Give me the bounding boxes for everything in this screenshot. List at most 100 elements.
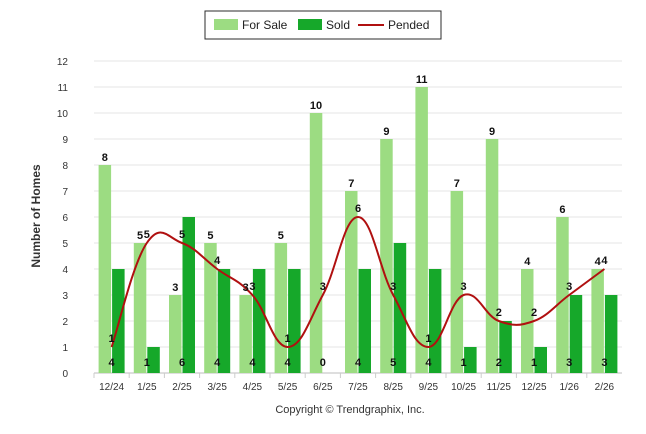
bar-for-sale xyxy=(556,217,569,373)
data-label-pended: 3 xyxy=(566,281,572,293)
data-label-for-sale: 5 xyxy=(278,230,284,242)
data-label-for-sale: 7 xyxy=(348,178,354,190)
data-label-pended: 5 xyxy=(179,229,185,241)
x-tick-label: 5/25 xyxy=(278,382,298,393)
y-tick-label: 7 xyxy=(62,187,68,198)
data-label-pended: 1 xyxy=(285,333,291,345)
data-label-pended: 5 xyxy=(144,229,150,241)
data-label-pended: 4 xyxy=(214,255,221,267)
data-label-pended: 3 xyxy=(320,281,326,293)
x-tick-label: 10/25 xyxy=(451,382,476,393)
bar-for-sale xyxy=(133,243,147,373)
y-tick-label: 4 xyxy=(62,265,68,276)
data-label-for-sale: 6 xyxy=(559,204,565,216)
legend-swatch-for-sale xyxy=(214,19,238,30)
x-tick-label: 6/25 xyxy=(313,382,333,393)
x-tick-label: 3/25 xyxy=(207,382,227,393)
data-label-for-sale: 9 xyxy=(383,126,389,138)
data-label-sold: 0 xyxy=(320,357,326,369)
data-label-for-sale: 9 xyxy=(489,126,495,138)
data-label-sold: 6 xyxy=(179,357,185,369)
bar-for-sale xyxy=(415,87,428,373)
data-label-sold: 2 xyxy=(496,357,502,369)
data-label-for-sale: 3 xyxy=(243,282,249,294)
x-axis: 12/24 1/25 2/25 3/25 4/25 5/25 6/25 7/25 8/25 9/2… xyxy=(93,373,615,393)
data-label-for-sale: 5 xyxy=(207,230,213,242)
bar-sold xyxy=(569,295,583,373)
legend-label-for-sale[interactable]: For Sale xyxy=(242,18,288,32)
y-tick-label: 9 xyxy=(62,135,68,146)
data-label-pended: 4 xyxy=(601,255,608,267)
x-tick-label: 7/25 xyxy=(348,382,368,393)
y-tick-label: 11 xyxy=(58,83,69,94)
x-tick-label: 4/25 xyxy=(243,382,263,393)
x-tick-label: 9/25 xyxy=(419,382,439,393)
bar-sold xyxy=(499,321,512,373)
data-label-sold: 3 xyxy=(566,357,572,369)
legend-box xyxy=(204,10,442,40)
y-tick-label: 10 xyxy=(57,109,69,120)
data-label-sold: 4 xyxy=(109,357,116,369)
data-label-for-sale: 11 xyxy=(416,74,428,86)
data-label-sold: 1 xyxy=(461,357,467,369)
bar-for-sale xyxy=(450,191,464,373)
bar-for-sale xyxy=(309,113,323,373)
legend-swatch-sold xyxy=(298,19,322,30)
data-label-for-sale: 4 xyxy=(595,256,602,268)
data-label-sold: 4 xyxy=(285,357,292,369)
data-label-pended: 3 xyxy=(461,281,467,293)
y-axis-title: Number of Homes xyxy=(29,164,43,268)
y-tick-label: 1 xyxy=(62,343,68,354)
bar-sold xyxy=(182,217,195,373)
y-tick-label: 6 xyxy=(62,213,68,224)
y-tick-label: 12 xyxy=(57,57,69,68)
bar-for-sale xyxy=(485,139,499,373)
data-label-sold: 4 xyxy=(355,357,362,369)
bars xyxy=(98,87,618,373)
bar-for-sale xyxy=(521,269,534,373)
data-label-for-sale: 4 xyxy=(524,256,531,268)
bar-sold xyxy=(604,295,618,373)
data-label-sold: 5 xyxy=(390,357,396,369)
bar-for-sale xyxy=(345,191,358,373)
bar-sold xyxy=(252,269,266,373)
bar-sold xyxy=(217,269,231,373)
data-label-for-sale: 5 xyxy=(137,230,143,242)
pended-series-line xyxy=(110,215,605,349)
x-tick-label: 12/24 xyxy=(99,382,124,393)
data-label-pended: 1 xyxy=(109,333,115,345)
x-tick-label: 1/26 xyxy=(559,382,579,393)
bar-sold xyxy=(358,269,371,373)
x-tick-label: 11/25 xyxy=(487,382,512,393)
bar-for-sale xyxy=(380,139,393,373)
bar-for-sale xyxy=(204,243,217,373)
data-label-pended: 3 xyxy=(249,281,255,293)
x-tick-label: 2/25 xyxy=(172,382,192,393)
data-label-for-sale: 8 xyxy=(102,152,108,164)
data-label-pended: 6 xyxy=(355,203,361,215)
data-label-pended: 2 xyxy=(496,307,502,319)
data-label-sold: 1 xyxy=(144,357,150,369)
x-tick-label: 12/25 xyxy=(521,382,546,393)
x-tick-label: 1/25 xyxy=(137,382,157,393)
bar-for-sale xyxy=(591,269,604,373)
y-tick-label: 3 xyxy=(62,291,68,302)
bar-sold xyxy=(464,347,477,373)
legend-label-sold[interactable]: Sold xyxy=(326,18,350,32)
data-label-pended: 2 xyxy=(531,307,537,319)
legend-label-pended[interactable]: Pended xyxy=(388,18,429,32)
pended-line xyxy=(110,215,605,349)
legend[interactable]: For Sale Sold Pended xyxy=(204,10,442,40)
data-label-for-sale: 3 xyxy=(172,282,178,294)
copyright-text: Copyright © Trendgraphix, Inc. xyxy=(275,404,424,416)
data-label-sold: 4 xyxy=(214,357,221,369)
data-label-sold: 1 xyxy=(531,357,537,369)
y-tick-label: 0 xyxy=(62,369,68,380)
y-tick-label: 2 xyxy=(62,317,68,328)
y-tick-label: 5 xyxy=(62,239,68,250)
bar-for-sale xyxy=(169,295,182,373)
data-label-sold: 3 xyxy=(601,357,607,369)
y-tick-label: 8 xyxy=(62,161,68,172)
